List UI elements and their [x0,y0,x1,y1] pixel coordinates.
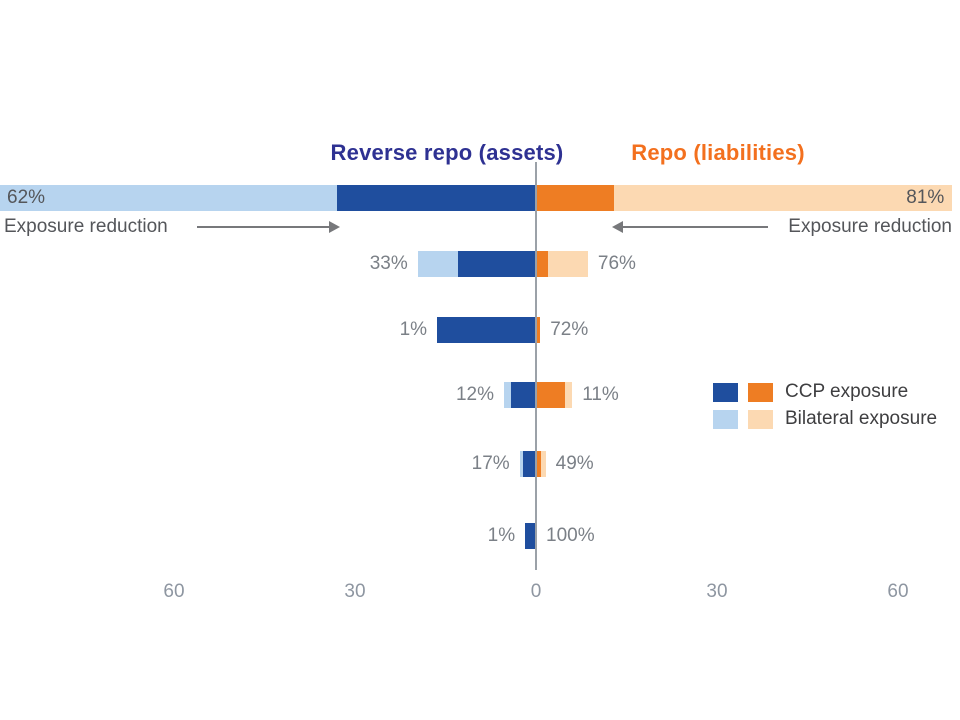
row-5-ccp-liabilities-bar [536,451,541,477]
axis-tick-label: 60 [163,581,185,602]
bilateral-liabilities-swatch [748,409,773,429]
row-4-bilateral-liabilities-bar [564,382,573,408]
row-5-bilateral-liabilities-bar [540,451,546,477]
exposure-reduction-label-left: Exposure reduction [4,216,168,237]
axis-tick-label: 0 [530,581,542,602]
row-6-ccp-assets-bar [525,523,536,549]
row-2-bilateral-assets-bar [417,251,458,277]
zero-axis-line [535,162,537,570]
assets-title: Reverse repo (assets) [330,140,564,165]
row-1-ccp-liabilities-bar [536,185,615,211]
bilateral-assets-swatch [713,409,738,429]
legend-label-ccp: CCP exposure [785,381,909,402]
row-4-bilateral-assets-bar [504,382,512,408]
row-2-left-label: 33% [369,253,408,274]
row-3-right-label: 72% [550,319,589,340]
liabilities-title: Repo (liabilities) [631,140,805,165]
row-1-ccp-assets-bar [336,185,536,211]
row-2-ccp-assets-bar [457,251,536,277]
legend-row-bilateral: Bilateral exposure [713,408,938,429]
row-6-right-label: 100% [546,525,595,546]
row-1-left-label: 62% [7,187,46,208]
exposure-reduction-label-right: Exposure reduction [788,216,952,237]
row-4-ccp-assets-bar [511,382,536,408]
row-6-left-label: 1% [487,525,516,546]
row-4-left-label: 12% [455,384,495,405]
arrow-line-left [197,226,329,228]
axis-tick-label: 30 [344,581,366,602]
row-3-ccp-liabilities-bar [536,317,541,343]
row-3-left-label: 1% [399,319,428,340]
row-4-ccp-liabilities-bar [536,382,565,408]
arrow-left-icon [612,221,623,233]
legend: CCP exposure Bilateral exposure [713,381,938,436]
axis-tick-label: 60 [887,581,909,602]
row-1-bilateral-liabilities-bar [614,185,953,211]
arrow-right-icon [329,221,340,233]
axis-tick-label: 30 [706,581,728,602]
ccp-liabilities-swatch [748,382,773,402]
row-5-right-label: 49% [555,453,594,474]
row-5-ccp-assets-bar [522,451,536,477]
legend-row-ccp: CCP exposure [713,381,937,402]
arrow-line-right [623,226,768,228]
row-2-ccp-liabilities-bar [536,251,549,277]
row-1-bilateral-assets-bar [0,185,337,211]
row-3-ccp-assets-bar [437,317,536,343]
row-2-bilateral-liabilities-bar [548,251,588,277]
row-2-right-label: 76% [597,253,636,274]
row-4-right-label: 11% [582,384,619,405]
row-5-bilateral-assets-bar [519,451,523,477]
row-1-right-label: 81% [906,187,945,208]
legend-label-bilateral: Bilateral exposure [785,408,938,429]
row-5-left-label: 17% [471,453,510,474]
ccp-assets-swatch [713,382,738,402]
